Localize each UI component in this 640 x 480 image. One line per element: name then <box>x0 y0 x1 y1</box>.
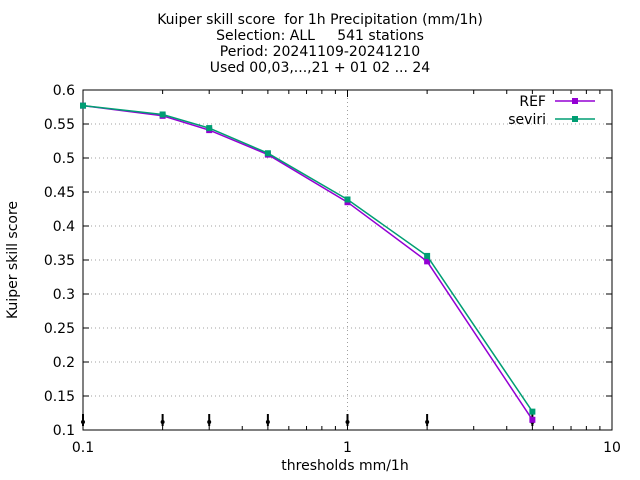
legend-label-REF: REF <box>519 94 546 110</box>
x-tick-label: 1 <box>343 440 352 456</box>
series-point-REF <box>424 258 431 265</box>
threshold-mark-dot <box>207 420 212 424</box>
y-tick-label: 0.15 <box>44 389 75 405</box>
y-tick-label: 0.45 <box>44 185 75 201</box>
legend-label-seviri: seviri <box>508 112 546 128</box>
y-tick-label: 0.3 <box>53 287 75 303</box>
series-point-seviri <box>529 408 536 415</box>
series-point-seviri <box>344 196 351 203</box>
series-point-seviri <box>424 252 431 259</box>
plot-border <box>82 89 613 431</box>
series-point-seviri <box>80 102 86 109</box>
threshold-mark-dot <box>345 420 350 424</box>
threshold-mark-dot <box>425 420 430 424</box>
y-tick-label: 0.25 <box>44 321 75 337</box>
series-point-REF <box>529 416 536 423</box>
y-tick-label: 0.6 <box>53 83 75 99</box>
series-point-seviri <box>159 111 166 118</box>
series-line-REF <box>82 104 534 421</box>
chart-title-line-4: Used 00,03,...,21 + 01 02 ... 24 <box>209 60 431 76</box>
chart-title-line-3: Period: 20241109-20241210 <box>219 44 421 60</box>
x-tick-label: 10 <box>603 440 621 456</box>
chart-title-line-2: Selection: ALL 541 stations <box>216 28 424 44</box>
series-point-seviri <box>264 150 271 157</box>
legend-marker-REF <box>572 98 578 104</box>
chart-title-line-1: Kuiper skill score for 1h Precipitation … <box>157 12 483 28</box>
y-tick-label: 0.5 <box>53 151 75 167</box>
legend-marker-seviri <box>572 116 578 122</box>
y-tick-label: 0.2 <box>53 355 75 371</box>
x-tick-label: 0.1 <box>72 440 94 456</box>
y-tick-label: 0.55 <box>44 117 75 133</box>
threshold-mark-dot <box>160 420 165 424</box>
y-tick-label: 0.1 <box>53 423 75 439</box>
series-line-seviri <box>82 104 534 413</box>
y-axis-label: Kuiper skill score <box>5 200 21 320</box>
series-point-seviri <box>206 125 213 132</box>
y-tick-label: 0.4 <box>53 219 75 235</box>
y-tick-label: 0.35 <box>44 253 75 269</box>
threshold-mark-dot <box>265 420 270 424</box>
x-axis-label: thresholds mm/1h <box>281 458 409 474</box>
